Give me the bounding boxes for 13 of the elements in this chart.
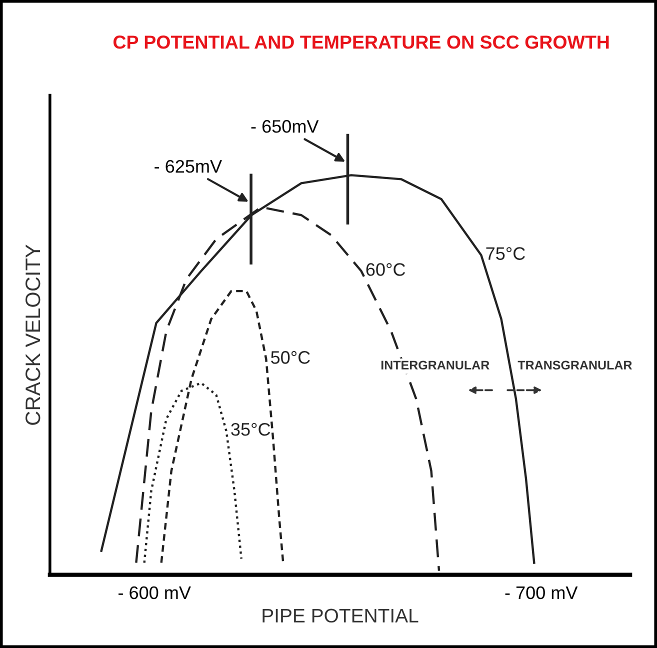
x-tick-label: - 700 mV — [505, 586, 578, 600]
series-label: 60°C — [366, 263, 406, 276]
series-label: 75°C — [486, 247, 525, 260]
x-tick-label: - 600 mV — [118, 586, 191, 600]
y-axis-title: CRACK VELOCITY — [26, 244, 40, 425]
series-label: 50°C — [271, 351, 310, 364]
annotation: INTERGRANULAR — [381, 360, 490, 370]
series-label: 35°C — [231, 422, 270, 436]
chart-title: CP POTENTIAL AND TEMPERATURE ON SCC GROWTH — [113, 36, 609, 49]
annotation: TRANSGRANULAR — [518, 360, 632, 370]
annotation: - 625mV — [154, 160, 222, 173]
annotation: - 650mV — [251, 120, 319, 133]
x-axis-title: PIPE POTENTIAL — [262, 608, 418, 623]
